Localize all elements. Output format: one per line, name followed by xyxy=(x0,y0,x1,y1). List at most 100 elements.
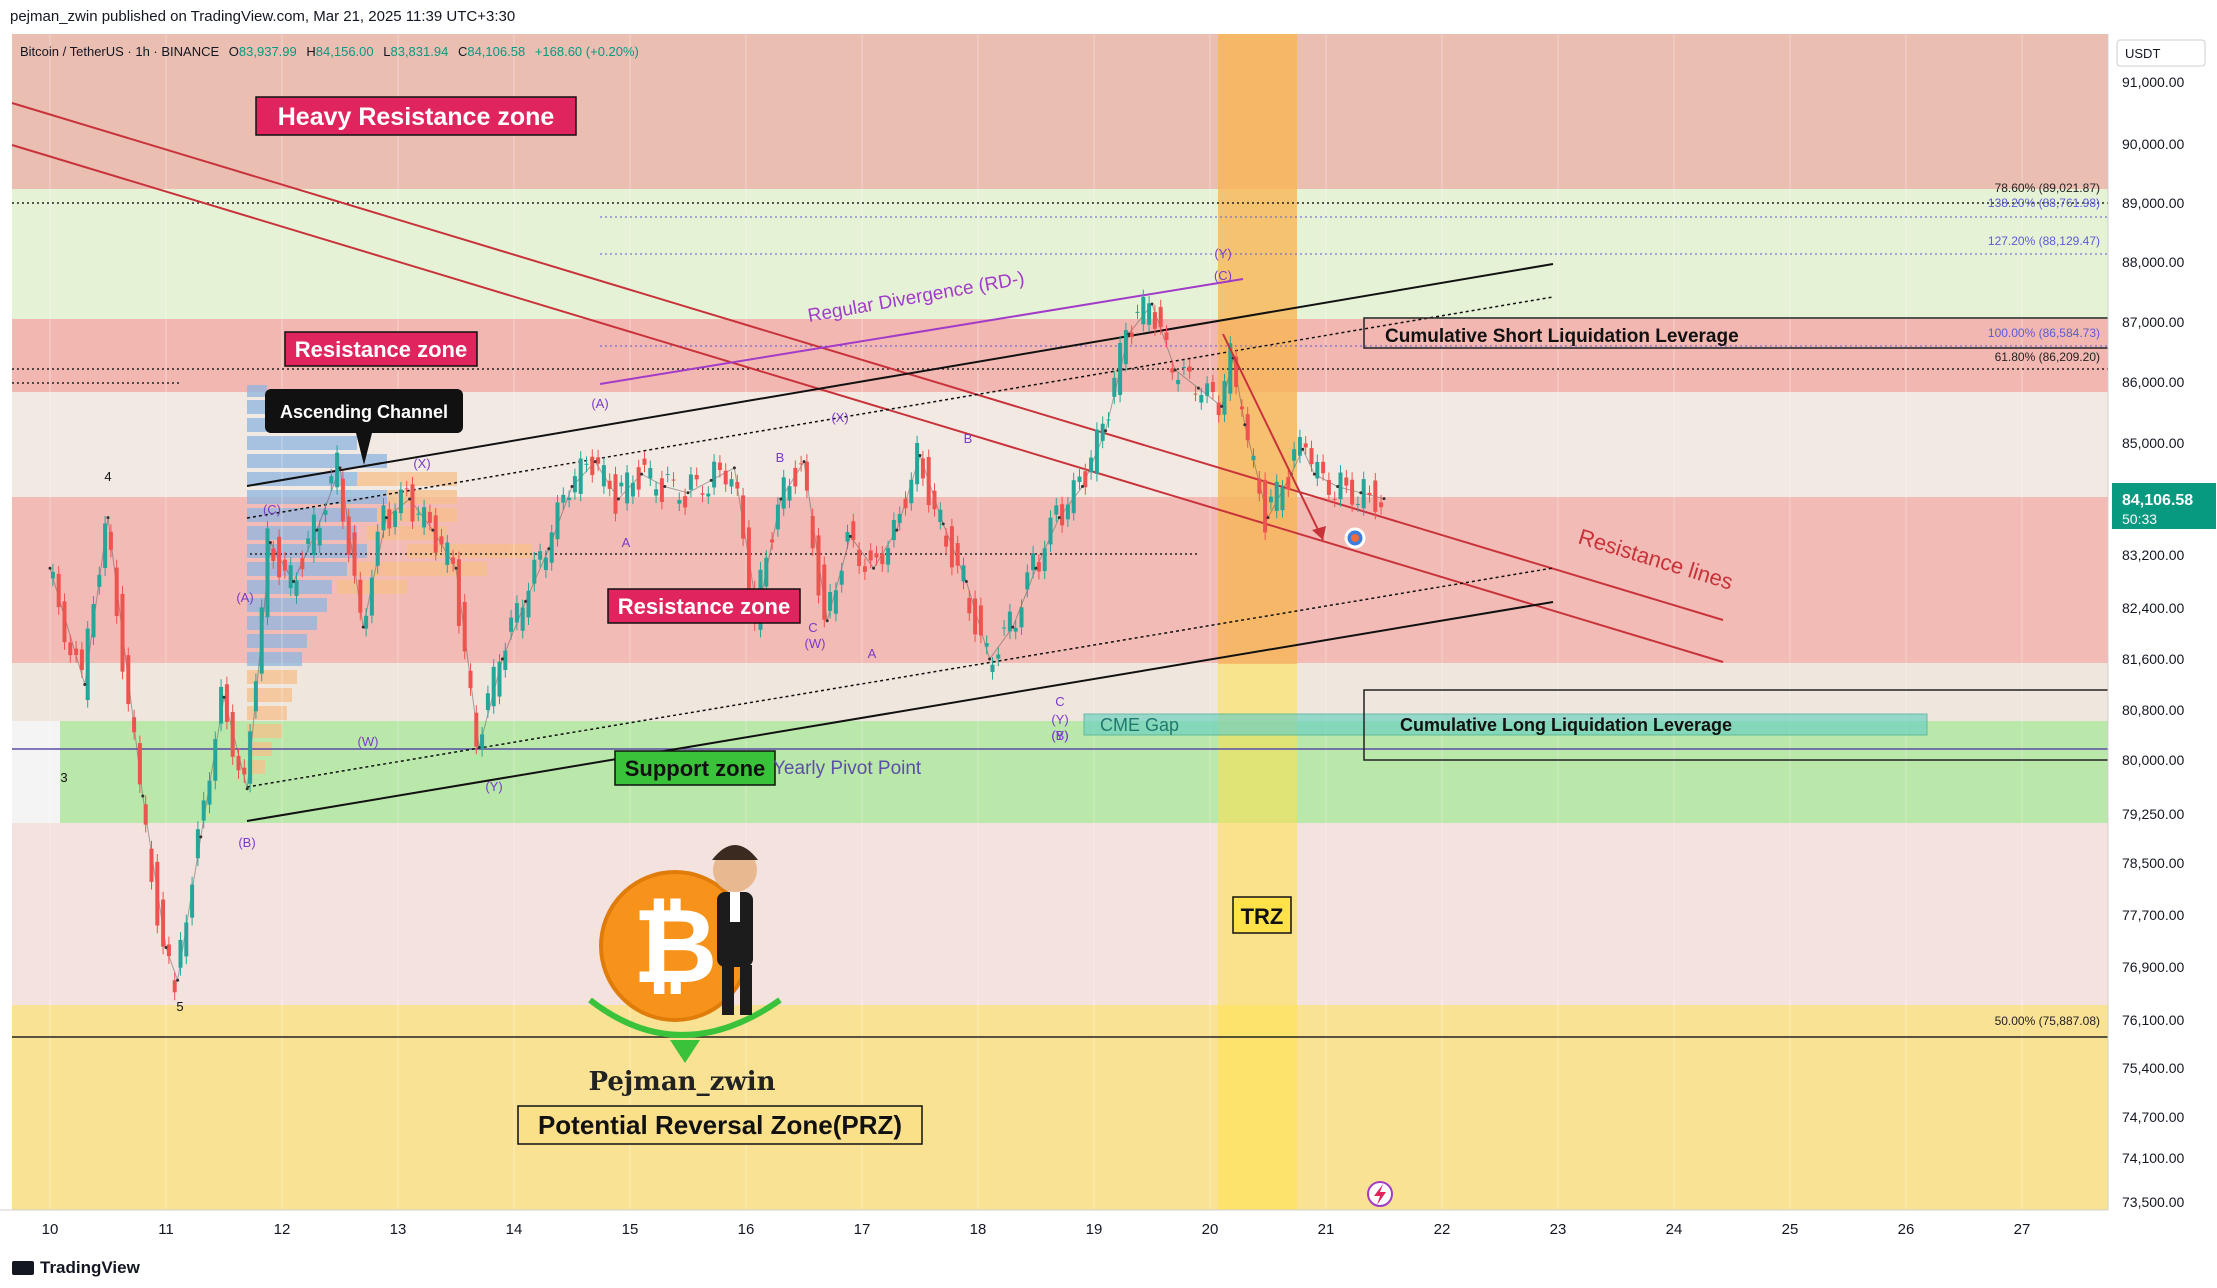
svg-text:(A): (A) xyxy=(236,590,253,605)
price-point xyxy=(1382,497,1386,501)
candle-body xyxy=(1350,479,1355,505)
candle-body xyxy=(532,559,537,584)
candle-body xyxy=(201,800,206,821)
candle-body xyxy=(706,493,711,497)
candle-body xyxy=(1129,332,1134,338)
x-tick-label: 23 xyxy=(1550,1221,1567,1238)
candle-body xyxy=(781,477,786,509)
candle-body xyxy=(340,478,345,522)
candle-body xyxy=(329,476,334,484)
svg-text:B: B xyxy=(964,431,973,446)
svg-text:(Y): (Y) xyxy=(1214,246,1231,261)
svg-text:A: A xyxy=(868,646,877,661)
candle-body xyxy=(497,661,502,697)
candle-body xyxy=(1077,476,1082,483)
candle-body xyxy=(120,593,125,672)
candle-body xyxy=(474,712,479,747)
candle-body xyxy=(683,496,688,508)
candle-body xyxy=(1205,383,1210,396)
candle-body xyxy=(369,577,374,616)
y-tick-labels: 91,000.00 90,000.00 89,000.00 88,000.00 87,0… xyxy=(2122,74,2184,1210)
fib-levels xyxy=(12,202,2108,1038)
candle-body xyxy=(451,557,456,564)
price-point xyxy=(848,534,852,538)
candle-body xyxy=(1297,437,1302,456)
ascending-channel-lines xyxy=(246,263,1554,822)
bitcoin-logo-icon: ₿ xyxy=(588,870,782,1063)
y-tick-label: 87,000.00 xyxy=(2122,314,2184,330)
candle-body xyxy=(584,463,589,465)
candle-body xyxy=(103,523,108,569)
candle-body xyxy=(1367,492,1372,495)
candle-body xyxy=(161,899,166,947)
candle-body xyxy=(1280,487,1285,511)
svg-text:(C): (C) xyxy=(1214,268,1232,283)
candle-body xyxy=(949,526,954,568)
price-point xyxy=(141,794,145,798)
candle-body xyxy=(1199,395,1204,403)
x-tick-label: 20 xyxy=(1202,1221,1219,1238)
candle-body xyxy=(1118,343,1123,396)
svg-text:(X): (X) xyxy=(413,456,430,471)
candle-body xyxy=(1152,312,1157,329)
candle-body xyxy=(1239,406,1244,410)
svg-text:C: C xyxy=(808,620,817,635)
price-point xyxy=(164,946,168,949)
candle-body xyxy=(509,617,514,632)
candle-body xyxy=(352,532,357,576)
current-price-value: 84,106.58 xyxy=(2122,492,2193,509)
svg-text:127.20% (88,129.47): 127.20% (88,129.47) xyxy=(1988,234,2100,248)
candle-body xyxy=(787,486,792,501)
price-point xyxy=(199,835,203,839)
support-zone xyxy=(60,721,2108,823)
y-tick-label: 78,500.00 xyxy=(2122,855,2184,871)
price-point xyxy=(732,466,736,470)
price-point xyxy=(779,497,783,501)
candle-body xyxy=(996,654,1001,659)
svg-text:5: 5 xyxy=(176,999,183,1014)
candle-body xyxy=(729,479,734,487)
y-tick-label: 77,700.00 xyxy=(2122,907,2184,923)
candle-body xyxy=(184,922,189,957)
x-tick-label: 13 xyxy=(390,1221,407,1238)
candle-body xyxy=(364,615,369,629)
tradingview-logo[interactable]: TradingView xyxy=(12,1258,140,1278)
candle-body xyxy=(973,598,978,635)
prz-zone xyxy=(12,1005,2108,1210)
candle-body xyxy=(613,474,618,514)
y-tick-label: 91,000.00 xyxy=(2122,74,2184,90)
time-axis[interactable] xyxy=(0,1210,2217,1248)
candle-body xyxy=(1216,402,1221,416)
lightning-icon[interactable] xyxy=(1367,1181,1393,1207)
candle-body xyxy=(56,573,61,608)
candle-body xyxy=(1315,462,1320,479)
candle-body xyxy=(277,536,282,578)
candle-body xyxy=(775,504,780,530)
price-point xyxy=(547,547,551,551)
zone-labels: Heavy Resistance zone Resistance zone Re… xyxy=(255,96,1292,1145)
candle-body xyxy=(549,532,554,563)
price-point xyxy=(361,625,365,629)
currency-selector[interactable] xyxy=(2116,39,2206,67)
time-gridlines xyxy=(49,34,2023,1210)
price-point xyxy=(918,453,922,457)
candle-body xyxy=(723,470,728,485)
candle-body xyxy=(1135,311,1140,313)
candle-body xyxy=(920,458,925,479)
candle-body xyxy=(387,509,392,529)
long-liquidation-label: Cumulative Long Liquidation Leverage xyxy=(1400,715,1732,735)
x-tick-label: 10 xyxy=(42,1221,59,1238)
candle-body xyxy=(926,457,931,506)
candle-body xyxy=(114,567,119,617)
candle-body xyxy=(567,497,572,501)
candle-body xyxy=(607,480,612,489)
candle-body xyxy=(1263,479,1268,533)
price-point xyxy=(454,566,458,570)
candle-body xyxy=(381,505,386,531)
candle-body xyxy=(967,598,972,614)
price-axis[interactable] xyxy=(2108,34,2217,1210)
price-point xyxy=(1057,516,1061,520)
candle-body xyxy=(799,463,804,465)
x-tick-label: 11 xyxy=(158,1221,174,1238)
